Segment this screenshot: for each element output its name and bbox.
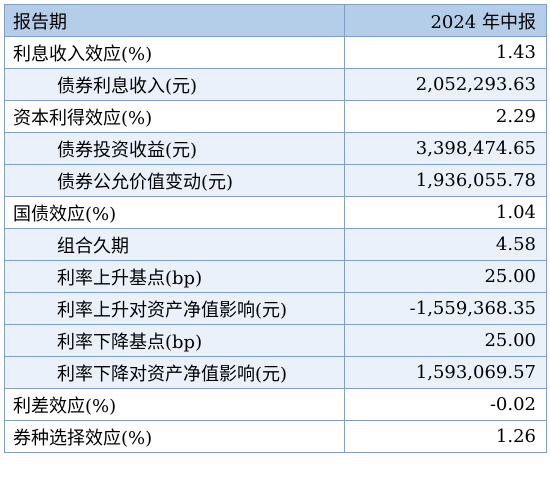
row-label: 利率下降对资产净值影响(元)	[4, 356, 345, 389]
table-row: 债券公允价值变动(元) 1,936,055.78	[4, 164, 547, 197]
row-label: 债券公允价值变动(元)	[4, 164, 345, 197]
table-row: 债券投资收益(元) 3,398,474.65	[4, 132, 547, 165]
table-header-row: 报告期 2024 年中报	[4, 4, 547, 37]
row-value: -1,559,368.35	[344, 292, 547, 325]
table-row: 利率上升基点(bp) 25.00	[4, 260, 547, 293]
row-value: -0.02	[344, 388, 547, 421]
table-row: 利率上升对资产净值影响(元) -1,559,368.35	[4, 292, 547, 325]
header-period-value: 2024 年中报	[344, 4, 547, 37]
row-value: 1,936,055.78	[344, 164, 547, 197]
row-value: 2,052,293.63	[344, 68, 547, 101]
row-value: 25.00	[344, 324, 547, 357]
row-label: 债券投资收益(元)	[4, 132, 345, 165]
table-row: 利息收入效应(%) 1.43	[4, 36, 547, 69]
row-value: 3,398,474.65	[344, 132, 547, 165]
performance-attribution-table: 报告期 2024 年中报 利息收入效应(%) 1.43 债券利息收入(元) 2,…	[4, 4, 547, 453]
row-value: 1.26	[344, 420, 547, 453]
row-label: 组合久期	[4, 228, 345, 261]
table-row: 券种选择效应(%) 1.26	[4, 420, 547, 453]
row-value: 1.04	[344, 196, 547, 229]
row-label: 资本利得效应(%)	[4, 100, 345, 133]
row-value: 1,593,069.57	[344, 356, 547, 389]
row-label: 国债效应(%)	[4, 196, 345, 229]
header-period-label: 报告期	[4, 4, 345, 37]
attribution-table-container: 报告期 2024 年中报 利息收入效应(%) 1.43 债券利息收入(元) 2,…	[4, 4, 547, 453]
row-label: 利率下降基点(bp)	[4, 324, 345, 357]
row-value: 2.29	[344, 100, 547, 133]
table-body: 利息收入效应(%) 1.43 债券利息收入(元) 2,052,293.63 资本…	[4, 36, 547, 453]
row-label: 利息收入效应(%)	[4, 36, 345, 69]
table-row: 利率下降对资产净值影响(元) 1,593,069.57	[4, 356, 547, 389]
row-label: 利率上升对资产净值影响(元)	[4, 292, 345, 325]
row-value: 1.43	[344, 36, 547, 69]
row-label: 券种选择效应(%)	[4, 420, 345, 453]
table-row: 资本利得效应(%) 2.29	[4, 100, 547, 133]
table-row: 债券利息收入(元) 2,052,293.63	[4, 68, 547, 101]
table-row: 利率下降基点(bp) 25.00	[4, 324, 547, 357]
row-value: 4.58	[344, 228, 547, 261]
row-label: 利率上升基点(bp)	[4, 260, 345, 293]
table-row: 利差效应(%) -0.02	[4, 388, 547, 421]
table-row: 组合久期 4.58	[4, 228, 547, 261]
table-row: 国债效应(%) 1.04	[4, 196, 547, 229]
row-label: 债券利息收入(元)	[4, 68, 345, 101]
row-value: 25.00	[344, 260, 547, 293]
row-label: 利差效应(%)	[4, 388, 345, 421]
